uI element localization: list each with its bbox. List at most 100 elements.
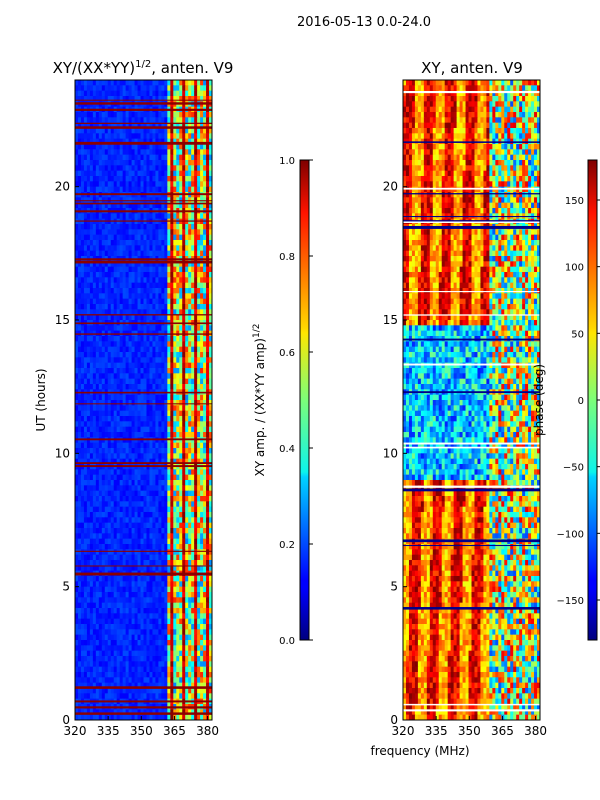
heatmap-cell (131, 426, 136, 433)
heatmap-cell (137, 362, 142, 369)
heatmap-cell (164, 586, 168, 593)
heatmap-cell (149, 341, 154, 348)
heatmap-cell (101, 581, 106, 588)
heatmap-cell (80, 373, 85, 380)
heatmap-cell (134, 544, 139, 550)
heatmap-cell (77, 213, 82, 220)
heatmap-cell (152, 202, 157, 209)
heatmap-cell (146, 213, 151, 220)
heatmap-cell (95, 480, 100, 486)
heatmap-cell (86, 565, 91, 572)
heatmap-cell (83, 549, 88, 556)
heatmap-cell (134, 122, 139, 129)
heatmap-cell (86, 304, 91, 310)
heatmap-cell (152, 298, 157, 305)
heatmap-cell (86, 117, 91, 124)
heatmap-cell (119, 112, 124, 118)
heatmap-cell (167, 314, 171, 321)
heatmap-cell (104, 309, 109, 316)
heatmap-cell (77, 432, 82, 438)
heatmap-cell (104, 368, 109, 374)
heatmap-cell (164, 490, 168, 497)
heatmap-cell (92, 288, 97, 294)
heatmap-cell (107, 378, 112, 385)
heatmap-cell (86, 656, 91, 662)
heatmap-cell (170, 112, 174, 118)
heatmap-cell (158, 576, 162, 582)
heatmap-cell (194, 154, 198, 161)
heatmap-cell (116, 85, 121, 92)
heatmap-cell (179, 432, 183, 438)
heatmap-cell (173, 341, 177, 348)
heatmap-cell (167, 304, 171, 310)
heatmap-cell (86, 634, 91, 641)
heatmap-cell (176, 410, 180, 417)
heatmap-cell (209, 229, 212, 236)
heatmap-cell (80, 528, 85, 534)
heatmap-cell (203, 496, 207, 502)
heatmap-cell (119, 202, 124, 209)
heatmap-cell (137, 437, 142, 444)
heatmap-cell (131, 325, 136, 332)
heatmap-cell (89, 288, 94, 294)
heatmap-cell (101, 650, 106, 657)
heatmap-cell (131, 437, 136, 444)
heatmap-cell (116, 282, 121, 289)
heatmap-cell (149, 421, 154, 428)
heatmap-cell (101, 314, 106, 321)
heatmap-cell (80, 165, 85, 172)
heatmap-cell (209, 613, 212, 620)
heatmap-cell (131, 261, 136, 268)
heatmap-cell (95, 325, 100, 332)
heatmap-cell (128, 96, 133, 102)
heatmap-cell (188, 554, 192, 561)
heatmap-cell (116, 506, 121, 513)
heatmap-cell (131, 618, 136, 625)
heatmap-cell (128, 325, 133, 332)
heatmap-cell (75, 442, 79, 449)
heatmap-cell (158, 426, 162, 433)
heatmap-cell (176, 618, 180, 625)
heatmap-cell (119, 549, 124, 556)
heatmap-cell (125, 410, 130, 417)
heatmap-cell (152, 117, 157, 124)
heatmap-cell (209, 608, 212, 614)
heatmap-cell (173, 138, 177, 145)
heatmap-cell (197, 405, 201, 412)
heatmap-cell (116, 176, 121, 182)
heatmap-cell (185, 629, 189, 636)
heatmap-cell (113, 112, 118, 118)
heatmap-cell (164, 394, 168, 401)
heatmap-cell (137, 304, 142, 310)
heatmap-cell (185, 453, 189, 460)
heatmap-cell (86, 272, 91, 278)
heatmap-cell (149, 309, 154, 316)
heatmap-cell (164, 421, 168, 428)
heatmap-cell (113, 448, 118, 454)
heatmap-cell (203, 368, 207, 374)
heatmap-cell (110, 122, 115, 129)
heatmap-cell (170, 576, 174, 582)
heatmap-cell (173, 293, 177, 300)
heatmap-cell (206, 133, 210, 140)
heatmap-cell (137, 298, 142, 305)
heatmap-cell (98, 517, 103, 524)
heatmap-cell (137, 442, 142, 449)
heatmap-cell (209, 629, 212, 636)
heatmap-cell (122, 245, 127, 252)
heatmap-cell (80, 533, 85, 540)
heatmap-cell (197, 314, 201, 321)
heatmap-cell (191, 309, 195, 316)
heatmap-cell (185, 314, 189, 321)
heatmap-cell (80, 234, 85, 241)
heatmap-cell (83, 245, 88, 252)
heatmap-cell (134, 165, 139, 172)
heatmap-cell (86, 448, 91, 454)
heatmap-cell (83, 410, 88, 417)
heatmap-cell (77, 261, 82, 268)
heatmap-cell (98, 154, 103, 161)
heatmap-cell (101, 336, 106, 342)
heatmap-cell (170, 245, 174, 252)
heatmap-cell (101, 138, 106, 145)
heatmap-cell (92, 176, 97, 182)
